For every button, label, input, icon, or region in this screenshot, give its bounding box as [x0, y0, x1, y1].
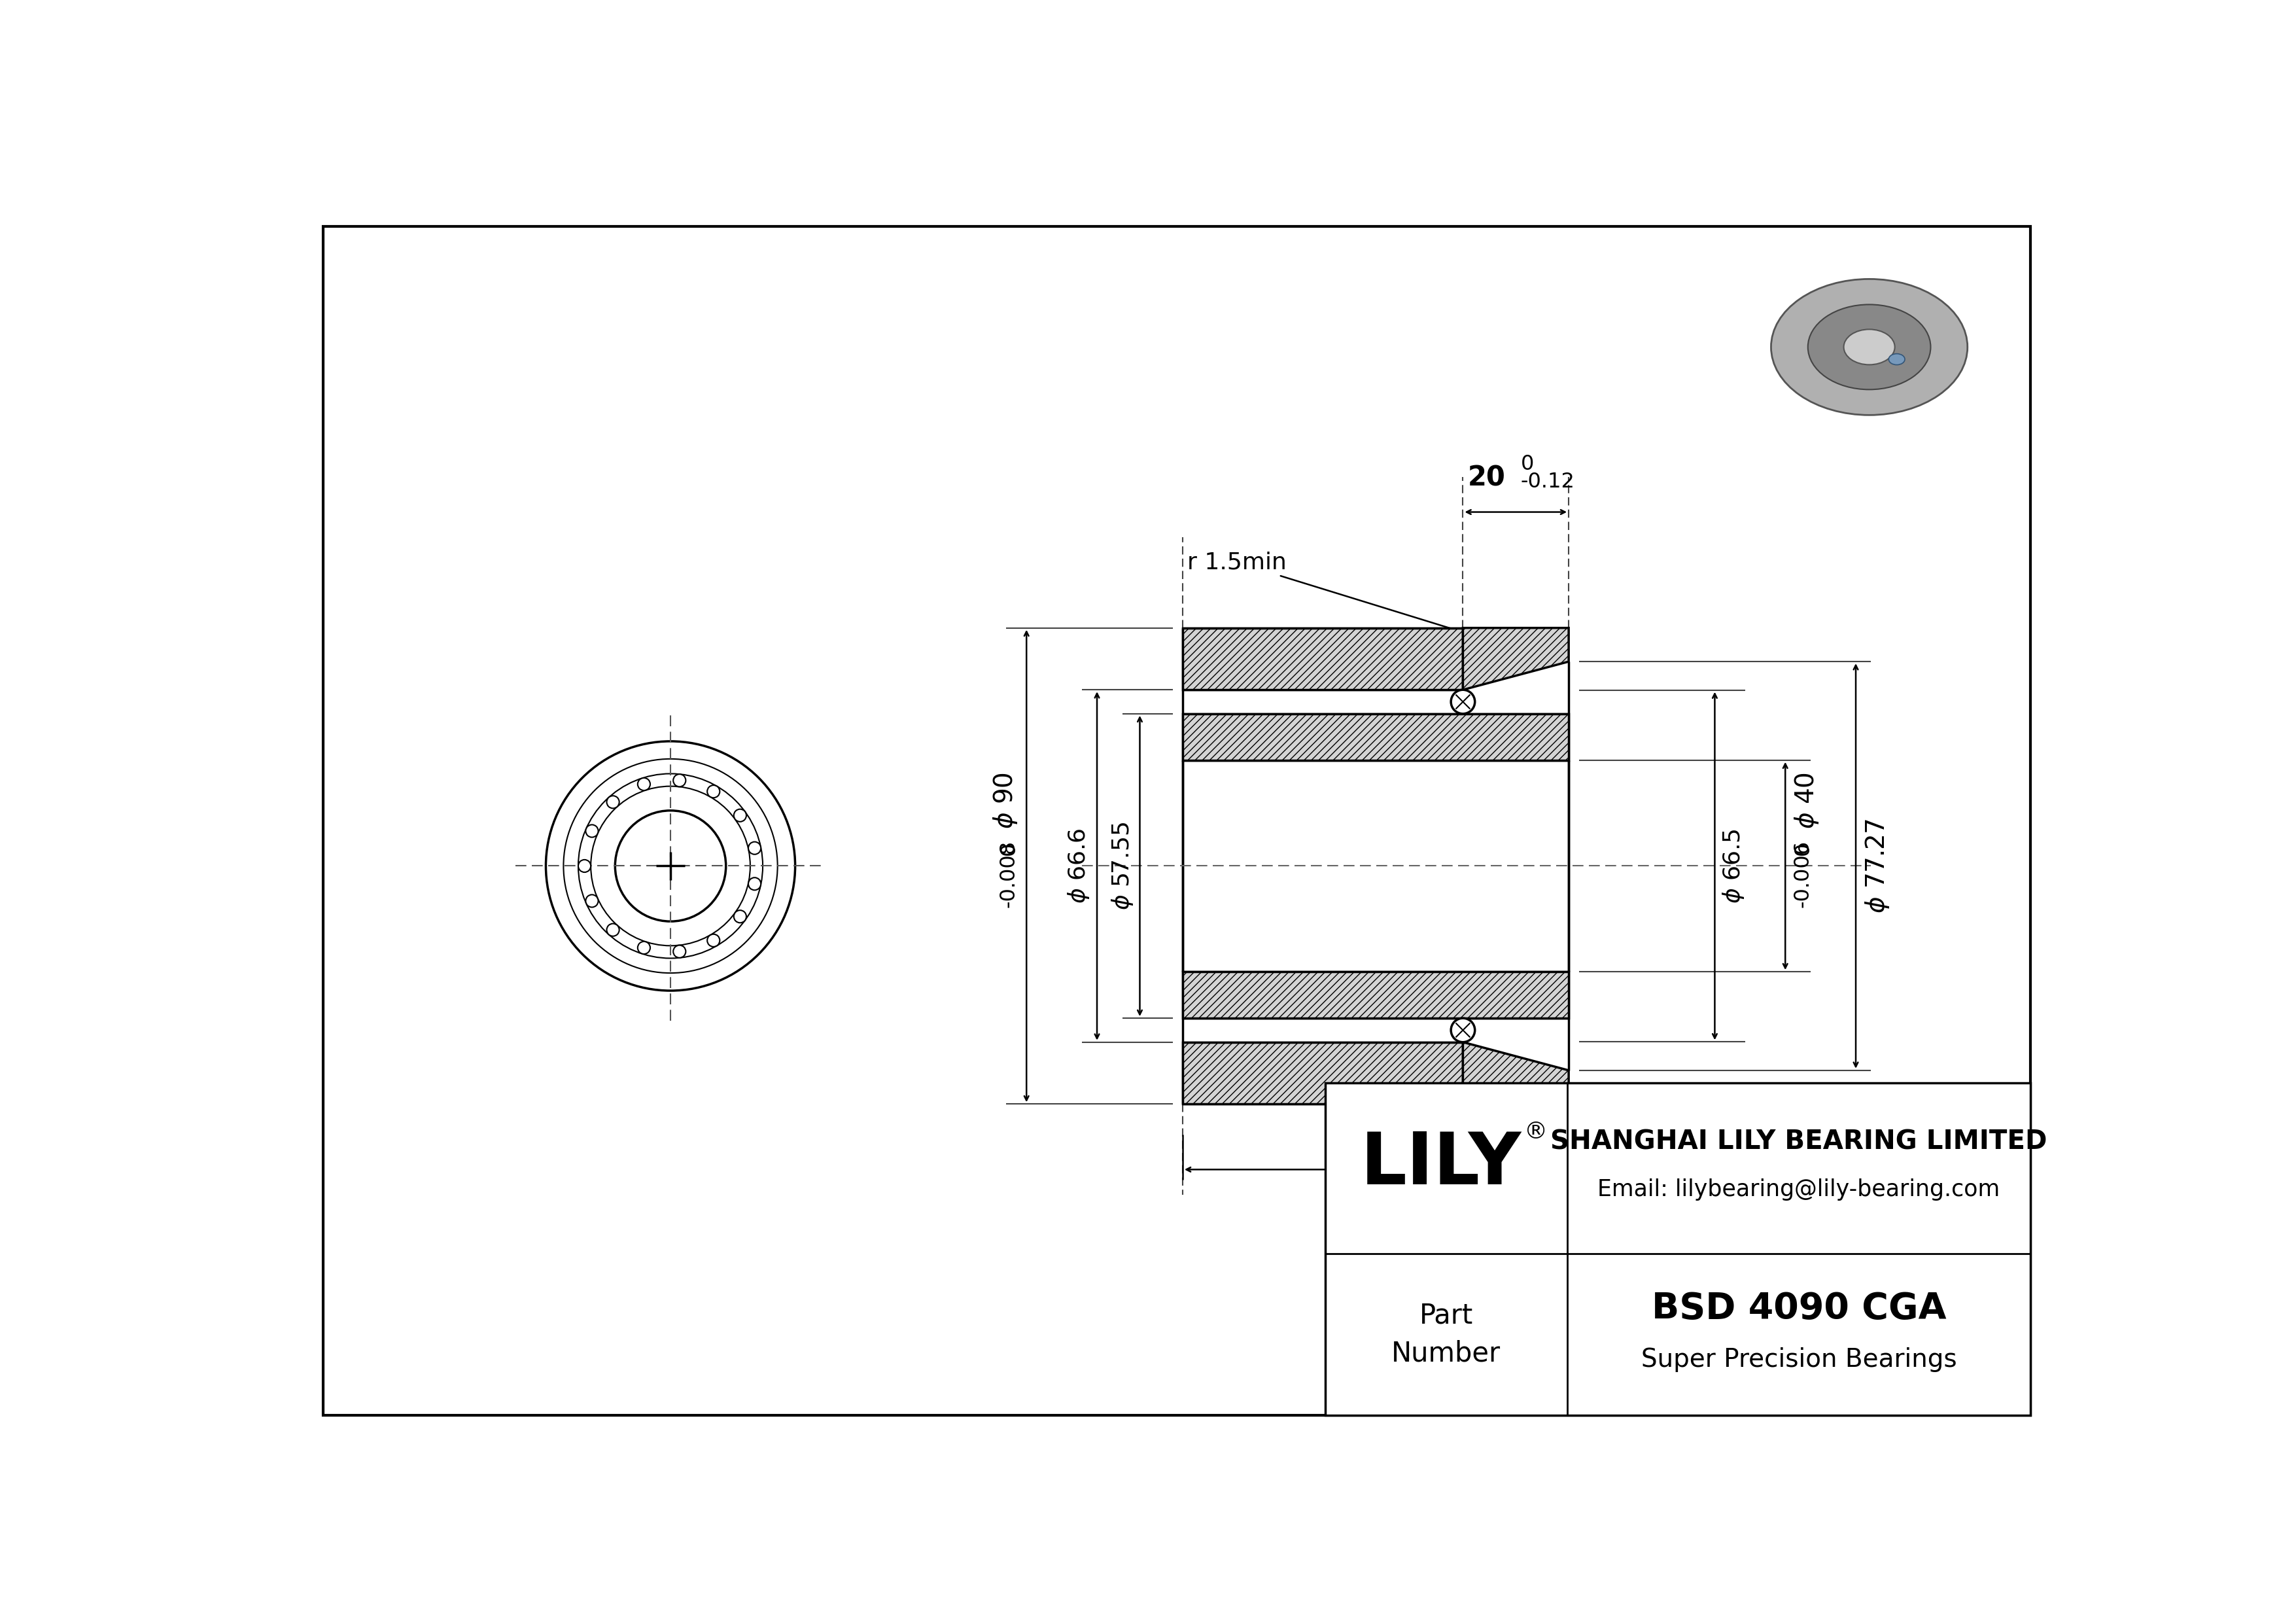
Circle shape [735, 809, 746, 822]
Polygon shape [1463, 1043, 1568, 1104]
Text: SHANGHAI LILY BEARING LIMITED: SHANGHAI LILY BEARING LIMITED [1550, 1129, 2048, 1155]
Ellipse shape [1901, 307, 1945, 388]
Text: 73: 73 [1357, 1184, 1394, 1212]
Text: 0: 0 [999, 841, 1019, 854]
Ellipse shape [1770, 279, 1968, 416]
Text: $\phi$ 66.5: $\phi$ 66.5 [1720, 828, 1745, 903]
Circle shape [748, 841, 760, 854]
Circle shape [748, 877, 760, 890]
Text: Super Precision Bearings: Super Precision Bearings [1642, 1348, 1956, 1372]
Ellipse shape [1890, 354, 1906, 365]
Text: ®: ® [1525, 1121, 1548, 1143]
Circle shape [638, 778, 650, 791]
Text: $\phi$ 57.55: $\phi$ 57.55 [1109, 822, 1134, 909]
Circle shape [707, 786, 719, 797]
Text: $\phi$ 40: $\phi$ 40 [1793, 771, 1821, 828]
Polygon shape [1182, 1043, 1463, 1104]
Circle shape [673, 775, 687, 786]
Circle shape [585, 895, 599, 908]
Text: 0: 0 [1793, 841, 1814, 854]
Text: 20: 20 [1467, 464, 1506, 492]
Text: Email: lilybearing@lily-bearing.com: Email: lilybearing@lily-bearing.com [1598, 1179, 2000, 1200]
Ellipse shape [1844, 330, 1894, 365]
Circle shape [606, 796, 620, 809]
Circle shape [638, 942, 650, 953]
Polygon shape [1182, 971, 1568, 1018]
Polygon shape [1463, 628, 1568, 690]
Polygon shape [1182, 628, 1463, 690]
Text: $\phi$ 90: $\phi$ 90 [992, 771, 1019, 828]
Circle shape [735, 909, 746, 922]
Text: LILY: LILY [1362, 1129, 1522, 1199]
Text: $\phi$ 66.6: $\phi$ 66.6 [1065, 828, 1091, 905]
Circle shape [606, 924, 620, 935]
Text: -0.12: -0.12 [1520, 471, 1575, 492]
Text: r 1.5min: r 1.5min [1187, 551, 1463, 633]
Text: $\phi$ 77.27: $\phi$ 77.27 [1864, 818, 1892, 914]
Text: BSD 4090 CGA: BSD 4090 CGA [1651, 1291, 1947, 1325]
Polygon shape [1182, 713, 1568, 760]
Ellipse shape [1807, 305, 1931, 390]
Circle shape [707, 934, 719, 947]
Circle shape [1451, 1018, 1474, 1043]
Text: 0: 0 [1520, 455, 1534, 474]
Text: Part
Number: Part Number [1391, 1302, 1502, 1367]
Circle shape [1451, 690, 1474, 713]
Bar [1325, 1083, 2030, 1415]
Circle shape [579, 859, 590, 872]
Text: -0.006: -0.006 [1793, 840, 1814, 908]
Text: -0.008: -0.008 [999, 840, 1019, 908]
Circle shape [673, 945, 687, 958]
Circle shape [585, 825, 599, 838]
